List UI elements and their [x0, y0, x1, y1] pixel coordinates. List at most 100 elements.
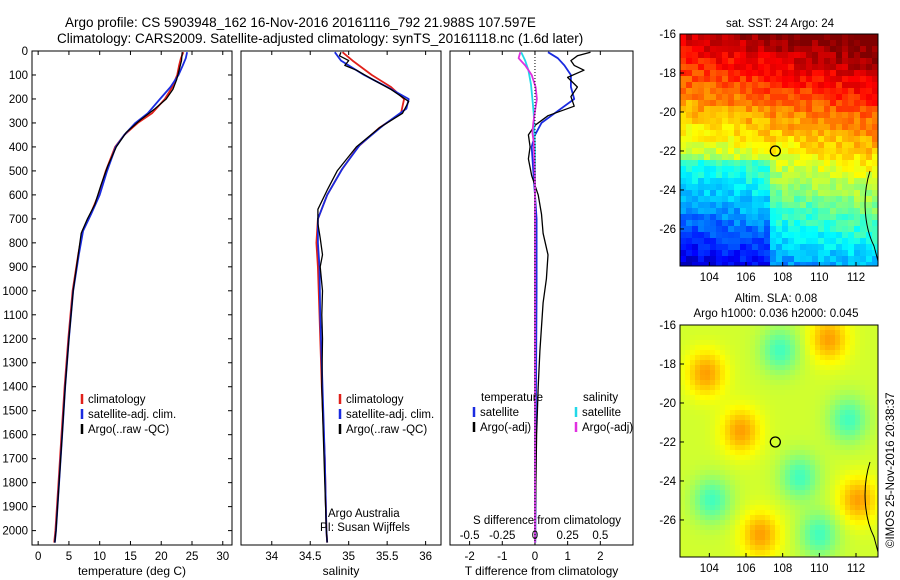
- map-cell: [818, 160, 825, 167]
- map-cell: [875, 515, 879, 521]
- map-cell: [794, 166, 801, 173]
- map-cell: [820, 355, 826, 361]
- map-cell: [790, 340, 796, 346]
- map-cell: [806, 262, 813, 267]
- map-cell: [860, 250, 867, 257]
- map-cell: [790, 385, 796, 391]
- map-cell: [734, 190, 741, 197]
- map-cell: [865, 480, 871, 486]
- map-cell: [825, 355, 831, 361]
- map-cell: [770, 190, 777, 197]
- map-cell: [825, 375, 831, 381]
- map-cell: [730, 500, 736, 506]
- x-tick-label: -2: [464, 551, 474, 563]
- map-cell: [734, 112, 741, 119]
- map-cell: [872, 124, 879, 131]
- map-cell: [855, 395, 861, 401]
- map-cell: [845, 545, 851, 551]
- map-cell: [794, 220, 801, 227]
- map-cell: [866, 58, 873, 65]
- map-cell: [716, 82, 723, 89]
- map-cell: [805, 405, 811, 411]
- map-cell: [805, 490, 811, 496]
- map-cell: [855, 500, 861, 506]
- map-cell: [866, 202, 873, 209]
- map-cell: [715, 530, 721, 536]
- map-cell: [790, 405, 796, 411]
- map-cell: [800, 330, 806, 336]
- map-cell: [770, 82, 777, 89]
- map-cell: [860, 480, 866, 486]
- map-cell: [842, 46, 849, 53]
- map-cell: [690, 355, 696, 361]
- series-line-1: [527, 51, 591, 543]
- map-cell: [755, 420, 761, 426]
- map-cell: [795, 450, 801, 456]
- map-cell: [690, 490, 696, 496]
- map-cell: [745, 515, 751, 521]
- map-cell: [845, 435, 851, 441]
- map-cell: [705, 545, 711, 551]
- map-cell: [785, 435, 791, 441]
- map-cell: [872, 172, 879, 179]
- map-cell: [782, 112, 789, 119]
- map-cell: [685, 450, 691, 456]
- map-cell: [735, 405, 741, 411]
- map-cell: [795, 485, 801, 491]
- map-cell: [692, 106, 699, 113]
- map-cell: [850, 330, 856, 336]
- map-cell: [845, 425, 851, 431]
- map-cell: [770, 220, 777, 227]
- map-cell: [775, 530, 781, 536]
- map-cell: [842, 58, 849, 65]
- map-cell: [740, 345, 746, 351]
- map-cell: [715, 545, 721, 551]
- map-cell: [710, 214, 717, 221]
- map-cell: [705, 360, 711, 366]
- map-cell: [750, 400, 756, 406]
- map-cell: [695, 435, 701, 441]
- map-cell: [815, 335, 821, 341]
- map-cell: [720, 355, 726, 361]
- map-cell: [758, 154, 765, 161]
- map-cell: [875, 435, 879, 441]
- map-cell: [765, 330, 771, 336]
- map-cell: [795, 330, 801, 336]
- map-cell: [740, 455, 746, 461]
- y-tick-label: 300: [9, 118, 28, 130]
- map-cell: [866, 94, 873, 101]
- map-cell: [840, 450, 846, 456]
- map-cell: [872, 256, 879, 263]
- map-cell: [735, 505, 741, 511]
- map-cell: [685, 490, 691, 496]
- map-cell: [836, 130, 843, 137]
- map-cell: [870, 525, 876, 531]
- map-cell: [685, 335, 691, 341]
- map-cell: [680, 118, 687, 125]
- map-cell: [700, 430, 706, 436]
- map-cell: [764, 232, 771, 239]
- map-cell: [715, 555, 721, 558]
- map-cell: [836, 88, 843, 95]
- map-cell: [740, 535, 746, 541]
- map-cell: [825, 495, 831, 501]
- map-cell: [770, 160, 777, 167]
- map-cell: [698, 196, 705, 203]
- map-cell: [800, 410, 806, 416]
- map-cell: [698, 190, 705, 197]
- map-cell: [800, 160, 807, 167]
- map-cell: [680, 250, 687, 257]
- map-cell: [740, 530, 746, 536]
- map-cell: [875, 465, 879, 471]
- map-cell: [860, 405, 866, 411]
- map-cell: [755, 530, 761, 536]
- map-cell: [758, 136, 765, 143]
- map-cell: [720, 400, 726, 406]
- map-cell: [745, 360, 751, 366]
- map-cell: [745, 385, 751, 391]
- map-cell: [740, 545, 746, 551]
- map-cell: [850, 375, 856, 381]
- legend-label: satellite: [480, 407, 519, 419]
- map-cell: [780, 495, 786, 501]
- map-cell: [824, 184, 831, 191]
